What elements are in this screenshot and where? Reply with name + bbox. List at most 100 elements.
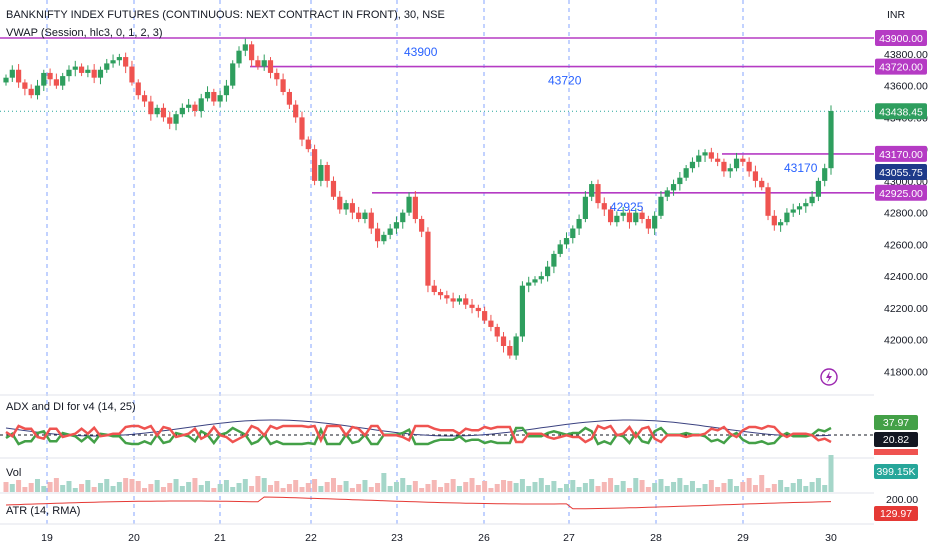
- volume-bar: [438, 487, 444, 492]
- atr-line: [5, 496, 832, 510]
- volume-bar: [236, 483, 242, 492]
- volume-bar: [249, 486, 255, 492]
- candle-body: [425, 231, 431, 286]
- volume-bar: [696, 488, 702, 492]
- candle-body: [28, 88, 34, 96]
- volume-bar: [501, 480, 507, 492]
- candle-body: [381, 234, 387, 242]
- vol-value: 399.15K: [876, 466, 915, 478]
- volume-bar: [683, 485, 689, 492]
- volume-bar: [261, 478, 267, 492]
- candle-body: [293, 104, 299, 118]
- volume-bar: [620, 481, 626, 492]
- candle-body: [507, 346, 513, 356]
- volume-bar: [425, 484, 431, 492]
- volume-bar: [318, 486, 324, 492]
- volume-bar: [727, 479, 733, 492]
- price-tick-label: 42000.00: [884, 335, 928, 347]
- volume-bar: [488, 488, 494, 492]
- volume-bar: [9, 484, 15, 492]
- volume-bar: [255, 476, 261, 492]
- volume-bar: [34, 479, 40, 492]
- candle-body: [249, 44, 255, 61]
- candles: [3, 38, 834, 360]
- x-tick-label: 23: [391, 532, 403, 544]
- candle-body: [437, 292, 444, 296]
- volume-bar: [387, 486, 393, 492]
- candle-body: [337, 196, 343, 210]
- volume-bar: [482, 481, 488, 492]
- volume-bar: [3, 482, 9, 492]
- candle-body: [733, 158, 740, 169]
- candle-body: [715, 158, 721, 162]
- candle-body: [614, 215, 620, 223]
- volume-bar: [740, 482, 746, 492]
- volume-bar: [349, 488, 355, 492]
- candle-body: [595, 184, 601, 204]
- candle-body: [456, 298, 463, 302]
- candle-body: [721, 161, 727, 172]
- price-label-box: [875, 145, 927, 162]
- candle-body: [15, 69, 22, 83]
- price-label-box: [875, 164, 927, 181]
- candle-body: [129, 66, 135, 83]
- candle-body: [582, 196, 588, 219]
- candle-body: [545, 266, 551, 277]
- x-tick-label: 22: [305, 532, 317, 544]
- volume-bar: [444, 483, 450, 492]
- candle-body: [305, 139, 311, 150]
- level-annotation: 43900: [404, 45, 438, 59]
- candle-body: [645, 218, 651, 229]
- candle-body: [494, 326, 500, 337]
- candle-body: [110, 60, 116, 64]
- candle-body: [639, 212, 645, 219]
- volume-bar: [563, 484, 569, 492]
- volume-bar: [551, 481, 557, 492]
- candle-body: [702, 152, 708, 156]
- volume-bar: [557, 488, 563, 492]
- candle-body: [299, 117, 305, 140]
- volume-bar: [154, 480, 160, 492]
- candle-body: [85, 69, 91, 73]
- candle-body: [324, 165, 330, 181]
- level-lines: [0, 37, 874, 194]
- candle-body: [141, 95, 148, 102]
- adx-value-2: 20.82: [883, 434, 909, 446]
- volume-bar: [538, 478, 544, 492]
- candle-body: [104, 63, 110, 70]
- candle-body: [179, 107, 185, 115]
- volume-bar: [110, 486, 116, 492]
- volume-bar: [664, 486, 670, 492]
- level-annotation: 43720: [548, 74, 582, 88]
- volume-bar: [129, 479, 135, 492]
- candle-body: [803, 203, 809, 207]
- candle-body: [173, 114, 179, 124]
- volume-bar: [280, 488, 286, 492]
- volume-bar: [431, 480, 437, 492]
- candle-body: [223, 85, 230, 96]
- volume-bar: [268, 485, 274, 492]
- candle-body: [626, 212, 633, 223]
- candle-body: [286, 91, 292, 105]
- candle-body: [664, 190, 670, 197]
- volume-bar: [519, 479, 525, 492]
- price-label: 42925.00: [879, 188, 923, 200]
- volume-bar: [513, 483, 519, 492]
- candle-body: [311, 149, 318, 181]
- lightning-icon[interactable]: [820, 368, 838, 386]
- candle-body: [91, 69, 97, 78]
- volume-bar: [526, 486, 532, 492]
- volume-bar: [242, 479, 248, 492]
- volume-bar: [809, 482, 815, 492]
- candle-body: [217, 95, 223, 102]
- chart-title: BANKNIFTY INDEX FUTURES (CONTINUOUS: NEX…: [6, 9, 445, 21]
- volume-bar: [595, 486, 601, 492]
- volume-bar: [79, 484, 85, 492]
- candle-body: [368, 212, 374, 229]
- atr-value: 129.97: [880, 508, 912, 520]
- candle-body: [607, 209, 614, 223]
- adx-label: ADX and DI for v4 (14, 25): [6, 401, 136, 413]
- candle-body: [796, 206, 803, 210]
- candle-body: [652, 215, 658, 229]
- adx-line: [5, 419, 832, 437]
